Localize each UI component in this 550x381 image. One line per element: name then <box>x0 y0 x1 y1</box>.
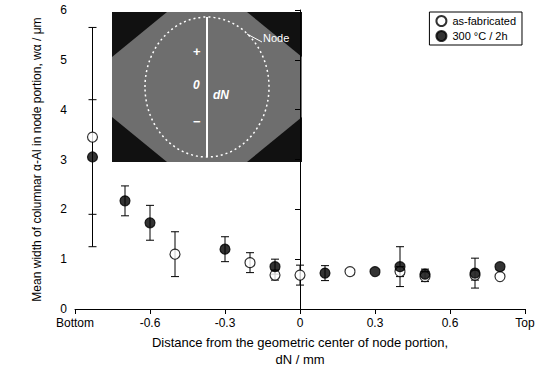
svg-text:3: 3 <box>60 153 67 167</box>
svg-text:Mean width of columnar α-Al in: Mean width of columnar α-Al in node port… <box>30 17 44 301</box>
svg-text:Bottom: Bottom <box>56 316 94 330</box>
svg-text:0.6: 0.6 <box>442 316 459 330</box>
svg-text:4: 4 <box>60 103 67 117</box>
svg-text:dN / mm: dN / mm <box>275 352 324 367</box>
svg-text:Node: Node <box>263 32 289 44</box>
svg-text:0: 0 <box>297 316 304 330</box>
svg-text:dN: dN <box>213 88 229 102</box>
svg-text:5: 5 <box>60 53 67 67</box>
svg-text:1: 1 <box>60 252 67 266</box>
svg-text:−: − <box>193 114 201 129</box>
svg-text:-0.6: -0.6 <box>140 316 161 330</box>
svg-text:-0.3: -0.3 <box>215 316 236 330</box>
svg-text:0: 0 <box>60 302 67 316</box>
svg-text:Top: Top <box>515 316 535 330</box>
svg-text:+: + <box>193 44 201 59</box>
svg-text:as-fabricated: as-fabricated <box>452 15 516 27</box>
svg-text:0.3: 0.3 <box>367 316 384 330</box>
svg-text:2: 2 <box>60 202 67 216</box>
svg-text:6: 6 <box>60 3 67 17</box>
svg-text:0: 0 <box>193 78 200 92</box>
svg-text:300 °C / 2h: 300 °C / 2h <box>452 30 507 42</box>
svg-text:Distance from the geometric ce: Distance from the geometric center of no… <box>152 335 448 350</box>
